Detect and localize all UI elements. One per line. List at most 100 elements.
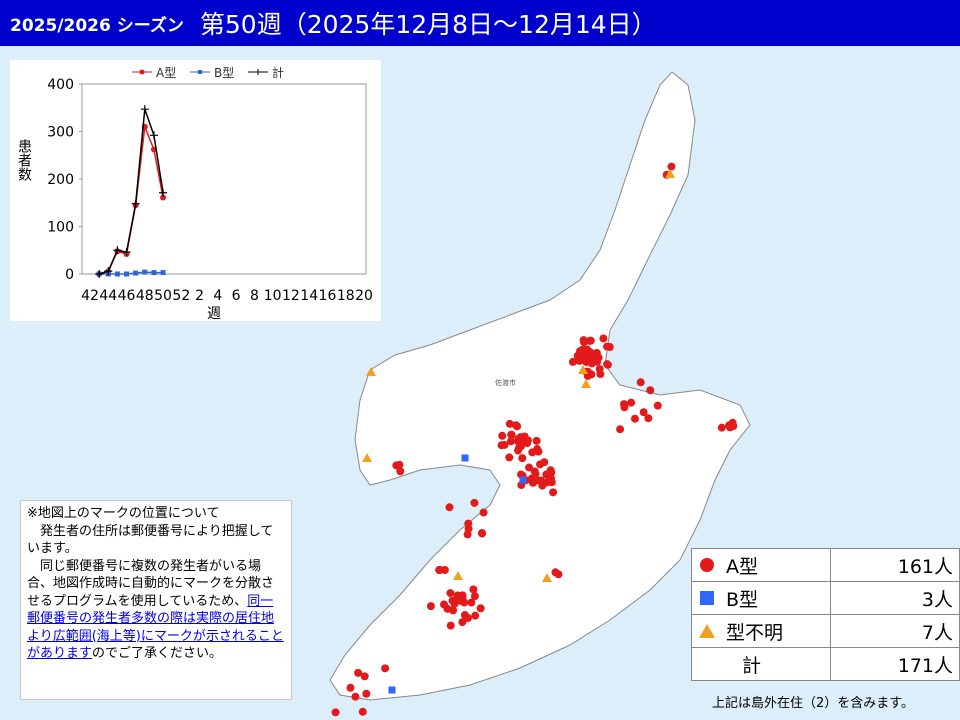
case-marker [518, 454, 527, 463]
case-marker [542, 478, 551, 487]
legend-marker [139, 69, 145, 75]
case-marker [479, 508, 488, 517]
case-marker [505, 453, 514, 462]
point [122, 248, 131, 257]
case-marker [587, 359, 596, 368]
case-marker [579, 336, 588, 345]
type: A型 [690, 548, 832, 582]
x-tick-label: 8 [250, 288, 259, 304]
case-marker [546, 466, 555, 475]
count: 3人 [830, 581, 960, 615]
x-tick-label: 12 [282, 288, 300, 304]
case-marker [381, 664, 390, 673]
type-label: 型不明 [726, 621, 784, 644]
case-marker [440, 600, 449, 609]
case-marker [527, 475, 536, 484]
legend-marker [198, 70, 202, 74]
case-marker [346, 683, 355, 692]
legend-marker [255, 69, 261, 75]
row: 型不明 7人 [690, 614, 960, 648]
type: 型不明 [690, 614, 832, 648]
series-line [98, 108, 164, 275]
case-marker [469, 585, 478, 594]
case-marker [578, 345, 587, 354]
case-marker [513, 422, 522, 431]
case-marker [581, 379, 591, 388]
case-marker [461, 454, 469, 462]
case-marker [576, 353, 585, 362]
point [131, 199, 140, 208]
row: A型 161人 [690, 548, 960, 582]
type: B型 [690, 581, 832, 615]
case-marker [458, 618, 467, 627]
row: B型 3人 [690, 581, 960, 615]
x-tick-label: 2 [195, 288, 204, 304]
case-marker [603, 360, 612, 369]
case-marker [506, 437, 515, 446]
case-marker [354, 668, 363, 677]
x-tick-label: 46 [118, 288, 136, 304]
case-marker [549, 488, 558, 497]
case-marker [446, 621, 455, 630]
point [140, 105, 149, 114]
case-marker [392, 461, 401, 470]
footnote: 上記は島外在住（2）を含みます。 [712, 696, 914, 711]
point [113, 246, 122, 255]
count: 171人 [830, 647, 960, 681]
case-marker [568, 357, 577, 366]
x-tick-label: 18 [337, 288, 355, 304]
city-label: 佐渡市 [495, 378, 516, 387]
case-marker [592, 349, 601, 358]
case-marker [435, 566, 444, 575]
x-tick-label: 4 [213, 288, 222, 304]
row: 計 171人 [690, 647, 960, 681]
note-link[interactable]: 同一郵便番号の発生者多数の際は実際の居住地より広範囲(海上等)にマークが示される… [27, 593, 284, 662]
case-marker [595, 364, 604, 373]
case-marker [463, 530, 472, 539]
case-marker [602, 342, 611, 351]
point [124, 271, 130, 277]
case-marker [542, 573, 552, 582]
case-marker [533, 445, 542, 454]
note-tail: のでご了承ください。 [92, 646, 223, 661]
case-marker [644, 414, 653, 423]
case-marker [630, 414, 639, 423]
x-tick-label: 52 [172, 288, 190, 304]
case-marker [616, 425, 625, 434]
case-marker [516, 470, 525, 479]
marker [700, 590, 714, 605]
case-marker [360, 672, 369, 681]
case-marker [500, 440, 509, 449]
x-axis-label: 週 [207, 306, 221, 321]
point [160, 270, 166, 276]
case-marker [362, 453, 372, 462]
case-marker [646, 386, 655, 395]
x-tick-label: 6 [232, 288, 241, 304]
x-tick-label: 16 [319, 288, 337, 304]
season: 2025/2026 シーズン [10, 15, 184, 36]
y-tick-label: 400 [47, 77, 74, 93]
case-marker [585, 336, 594, 345]
case-marker [729, 422, 738, 431]
legend-label: 計 [272, 65, 284, 80]
point [159, 188, 168, 197]
point [133, 270, 139, 276]
case-marker [523, 439, 532, 448]
case-marker [665, 169, 675, 178]
plot-area [81, 83, 367, 275]
legend-table: A型 161人 B型 3人 型不明 7人 計 171人 [690, 548, 960, 681]
case-marker [456, 595, 465, 604]
case-marker [514, 437, 523, 446]
x-tick-label: 42 [81, 288, 99, 304]
case-marker [532, 436, 541, 445]
case-marker [531, 469, 540, 478]
case-marker [470, 592, 479, 601]
case-marker [470, 498, 479, 507]
week-title: 第50週（2025年12月8日～12月14日） [199, 10, 657, 39]
point [160, 194, 167, 201]
case-marker [498, 431, 507, 440]
case-marker [467, 598, 476, 607]
